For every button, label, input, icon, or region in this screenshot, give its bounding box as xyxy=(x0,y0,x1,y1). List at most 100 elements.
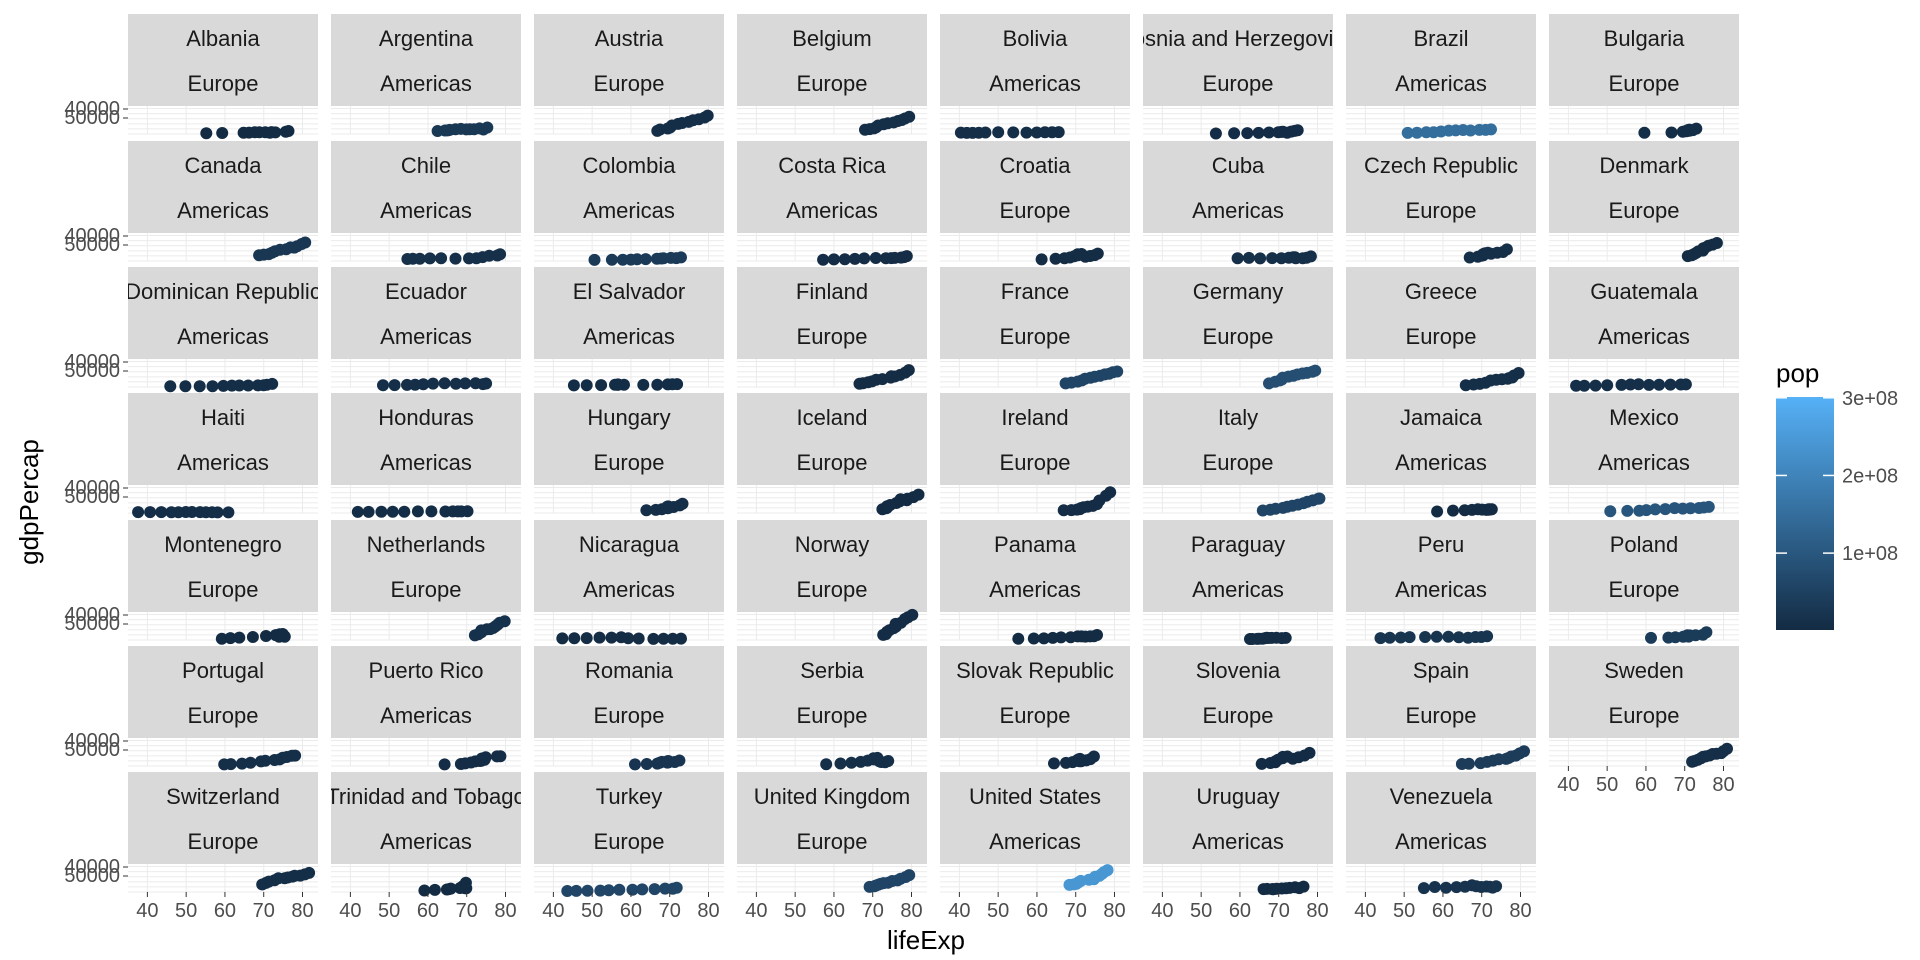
data-point xyxy=(605,631,618,644)
data-point xyxy=(1037,632,1050,645)
data-point xyxy=(631,253,644,266)
x-tick-label: 40 xyxy=(1151,900,1173,922)
x-tick-label: 40 xyxy=(542,900,564,922)
y-tick-label: 40000 xyxy=(64,856,120,878)
facet-strip xyxy=(534,646,724,738)
data-point xyxy=(848,252,861,265)
facet-panel: Czech Republic Europe xyxy=(1346,141,1536,264)
data-point xyxy=(351,505,364,518)
strip-country-label: Poland xyxy=(1610,532,1679,557)
facet-strip xyxy=(940,646,1130,738)
data-point xyxy=(1589,379,1602,392)
facet-strip xyxy=(737,646,927,738)
strip-continent-label: Europe xyxy=(797,71,868,96)
strip-country-label: Romania xyxy=(585,658,674,683)
data-point xyxy=(1578,379,1591,392)
data-point xyxy=(858,252,871,265)
facet-panel: Trinidad and Tobago Americas xyxy=(331,772,521,897)
data-point xyxy=(155,506,168,519)
facet-strip xyxy=(534,772,724,864)
facet-strip xyxy=(331,646,521,738)
data-point xyxy=(1431,505,1444,518)
data-point xyxy=(269,126,282,139)
strip-continent-label: Americas xyxy=(380,703,472,728)
y-tick-label: 40000 xyxy=(64,351,120,373)
data-point xyxy=(417,378,430,391)
data-point xyxy=(906,608,919,621)
data-point xyxy=(449,252,462,265)
facet-strip xyxy=(1143,772,1333,864)
data-point xyxy=(673,754,686,767)
strip-continent-label: Americas xyxy=(989,71,1081,96)
strip-continent-label: Europe xyxy=(1203,71,1274,96)
x-tick-label: 70 xyxy=(1471,900,1493,922)
x-tick-label: 50 xyxy=(378,900,400,922)
x-tick-label: 40 xyxy=(136,900,158,922)
facet-panel: Haiti Americas xyxy=(128,393,318,519)
data-point xyxy=(845,756,858,769)
data-point xyxy=(629,758,641,771)
strip-continent-label: Americas xyxy=(380,198,472,223)
data-point xyxy=(869,252,882,264)
data-point xyxy=(275,629,288,642)
data-point xyxy=(425,505,438,518)
x-tick-label: 40 xyxy=(745,900,767,922)
facet-strip xyxy=(1549,267,1739,359)
facet-strip xyxy=(1143,141,1333,233)
data-point xyxy=(580,632,593,645)
strip-country-label: Croatia xyxy=(1000,153,1072,178)
data-point xyxy=(1401,126,1414,139)
strip-continent-label: Europe xyxy=(1406,703,1477,728)
x-tick-label: 70 xyxy=(1065,900,1087,922)
strip-country-label: Italy xyxy=(1218,405,1258,430)
strip-continent-label: Europe xyxy=(188,829,259,854)
strip-continent-label: Americas xyxy=(1192,577,1284,602)
data-point xyxy=(200,127,213,140)
facet-panel: Denmark Europe xyxy=(1549,141,1739,263)
data-point xyxy=(398,505,411,518)
facet-panel: Austria Europe xyxy=(534,14,724,137)
data-point xyxy=(289,749,302,762)
data-point xyxy=(1700,626,1713,639)
data-point xyxy=(206,380,219,393)
data-point xyxy=(1419,631,1432,643)
legend-tick-label: 1e+08 xyxy=(1842,543,1898,565)
strip-continent-label: Americas xyxy=(1395,829,1487,854)
facet-panel: Canada Americas xyxy=(128,141,318,262)
data-point xyxy=(413,252,426,265)
data-point xyxy=(817,253,830,266)
x-tick-label: 80 xyxy=(697,900,719,922)
x-tick-label: 60 xyxy=(823,900,845,922)
strip-country-label: Nicaragua xyxy=(579,532,680,557)
strip-continent-label: Europe xyxy=(797,324,868,349)
strip-continent-label: Europe xyxy=(1203,703,1274,728)
data-point xyxy=(444,882,457,895)
strip-continent-label: Europe xyxy=(797,829,868,854)
x-tick-label: 80 xyxy=(1103,900,1125,922)
data-point xyxy=(423,252,436,265)
data-point xyxy=(602,884,615,897)
legend-colorbar xyxy=(1776,397,1834,630)
data-point xyxy=(494,248,507,261)
facet-panel: France Europe xyxy=(940,267,1130,390)
data-point xyxy=(1500,243,1513,256)
strip-country-label: United States xyxy=(969,784,1101,809)
facet-strip xyxy=(737,520,927,612)
x-tick-label: 70 xyxy=(1268,900,1290,922)
data-point xyxy=(242,379,255,392)
strip-country-label: Brazil xyxy=(1413,26,1468,51)
data-point xyxy=(593,631,606,644)
data-point xyxy=(1228,127,1241,140)
data-point xyxy=(449,377,462,390)
facet-panel: Dominican Republic Americas xyxy=(128,267,318,393)
data-point xyxy=(461,505,474,518)
y-tick-label: 40000 xyxy=(64,477,120,499)
data-point xyxy=(1255,757,1268,770)
facet-panel: Germany Europe xyxy=(1143,267,1333,390)
data-point xyxy=(992,126,1005,139)
strip-continent-label: Europe xyxy=(1000,703,1071,728)
facet-panel: Hungary Europe xyxy=(534,393,724,517)
facet-panel: Ecuador Americas xyxy=(331,267,521,392)
facet-panel: Puerto Rico Americas xyxy=(331,646,521,771)
